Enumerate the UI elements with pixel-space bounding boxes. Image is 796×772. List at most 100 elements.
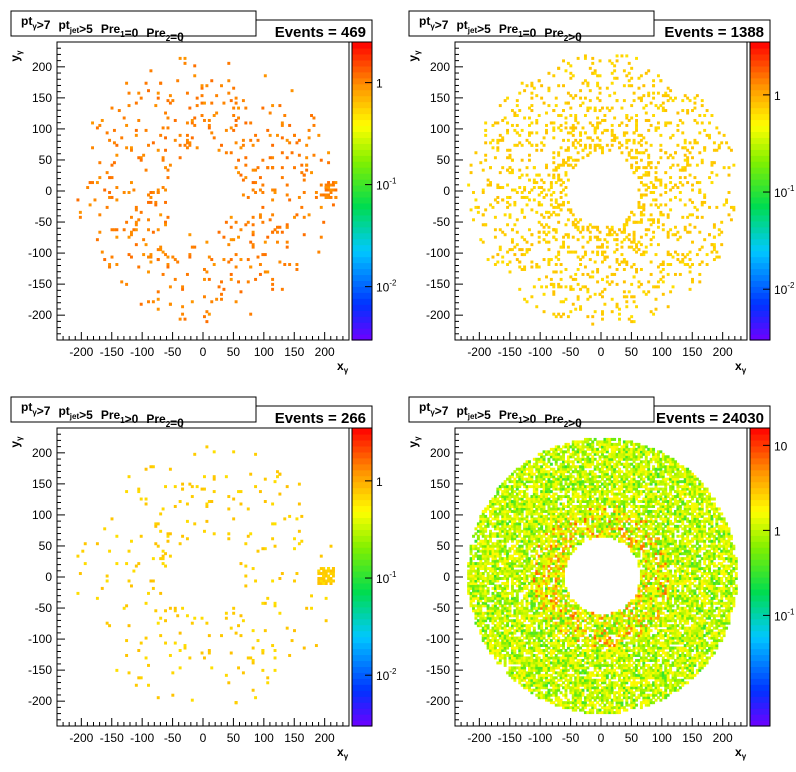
data-cell	[518, 646, 522, 650]
data-cell	[615, 258, 619, 262]
data-cell	[525, 663, 529, 667]
data-cell	[472, 564, 475, 568]
data-cell	[547, 668, 551, 672]
data-cell	[501, 591, 505, 595]
data-cell	[654, 178, 658, 182]
data-cell	[147, 218, 150, 222]
data-cell	[649, 223, 653, 227]
data-cell	[552, 601, 556, 605]
data-cell	[496, 186, 500, 190]
data-cell	[506, 195, 510, 199]
data-cell	[528, 467, 531, 471]
data-cell	[545, 559, 548, 563]
data-cell	[732, 205, 736, 209]
data-cell	[549, 574, 553, 578]
data-cell	[479, 517, 483, 521]
data-cell	[115, 153, 119, 157]
data-cell	[472, 534, 475, 538]
data-cell	[557, 611, 561, 615]
data-cell	[161, 554, 165, 558]
data-cell	[542, 195, 546, 199]
data-cell	[530, 584, 534, 588]
data-cell	[569, 71, 573, 75]
data-cell	[496, 490, 500, 494]
data-cell	[613, 138, 617, 142]
data-cell	[552, 636, 556, 640]
data-cell	[481, 191, 485, 194]
data-cell	[528, 462, 531, 466]
data-cell	[642, 253, 646, 257]
data-cell	[593, 292, 597, 296]
data-cell	[540, 636, 544, 640]
data-cell	[188, 656, 192, 660]
data-cell	[254, 452, 258, 456]
data-cell	[540, 507, 544, 511]
data-cell	[489, 596, 492, 600]
data-cell	[540, 465, 544, 469]
data-cell	[501, 611, 505, 615]
data-cell	[280, 151, 284, 155]
data-cell	[693, 141, 697, 145]
data-cell	[540, 693, 544, 697]
data-cell	[513, 480, 517, 484]
z-tick-label: 1	[376, 77, 383, 91]
color-scale-band	[750, 196, 770, 204]
data-cell	[654, 171, 658, 175]
data-cell	[523, 678, 527, 682]
data-cell	[510, 238, 514, 242]
data-cell	[654, 176, 658, 180]
data-cell	[484, 509, 488, 513]
data-cell	[491, 552, 495, 556]
data-cell	[506, 200, 510, 204]
data-cell	[528, 512, 531, 516]
data-cell	[523, 507, 527, 511]
data-cell	[256, 549, 260, 553]
data-cell	[125, 146, 129, 150]
data-cell	[549, 601, 553, 605]
data-cell	[324, 574, 328, 578]
data-cell	[540, 512, 544, 516]
data-cell	[686, 96, 690, 100]
data-cell	[542, 673, 546, 677]
data-cell	[130, 148, 133, 152]
data-cell	[261, 253, 265, 257]
data-cell	[708, 205, 711, 209]
data-cell	[528, 198, 531, 202]
data-cell	[542, 502, 546, 506]
data-cell	[554, 477, 558, 481]
data-cell	[510, 171, 514, 175]
data-cell	[540, 564, 544, 568]
data-cell	[698, 248, 702, 252]
data-cell	[510, 673, 514, 677]
data-cell	[630, 315, 634, 319]
data-cell	[515, 524, 519, 528]
data-cell	[542, 470, 546, 474]
data-cell	[520, 195, 524, 199]
data-cell	[503, 495, 507, 499]
data-cell	[503, 661, 507, 665]
color-scale-band	[352, 59, 372, 67]
data-cell	[564, 116, 568, 120]
data-cell	[669, 208, 673, 212]
data-cell	[535, 539, 539, 543]
data-cell	[173, 258, 177, 262]
data-cell	[625, 138, 629, 142]
data-cell	[630, 210, 634, 214]
data-cell	[554, 693, 558, 697]
data-cell	[574, 118, 578, 122]
data-cell	[220, 280, 223, 284]
data-cell	[486, 258, 490, 262]
data-cell	[508, 514, 512, 518]
data-cell	[652, 230, 656, 234]
data-cell	[554, 559, 558, 563]
data-cell	[528, 663, 531, 667]
data-cell	[581, 101, 585, 105]
data-cell	[83, 542, 87, 546]
data-cell	[545, 649, 548, 652]
data-cell	[601, 148, 604, 152]
data-cell	[489, 581, 492, 585]
data-cell	[244, 156, 248, 160]
data-cell	[532, 542, 536, 546]
data-cell	[234, 701, 238, 705]
data-cell	[537, 666, 541, 670]
